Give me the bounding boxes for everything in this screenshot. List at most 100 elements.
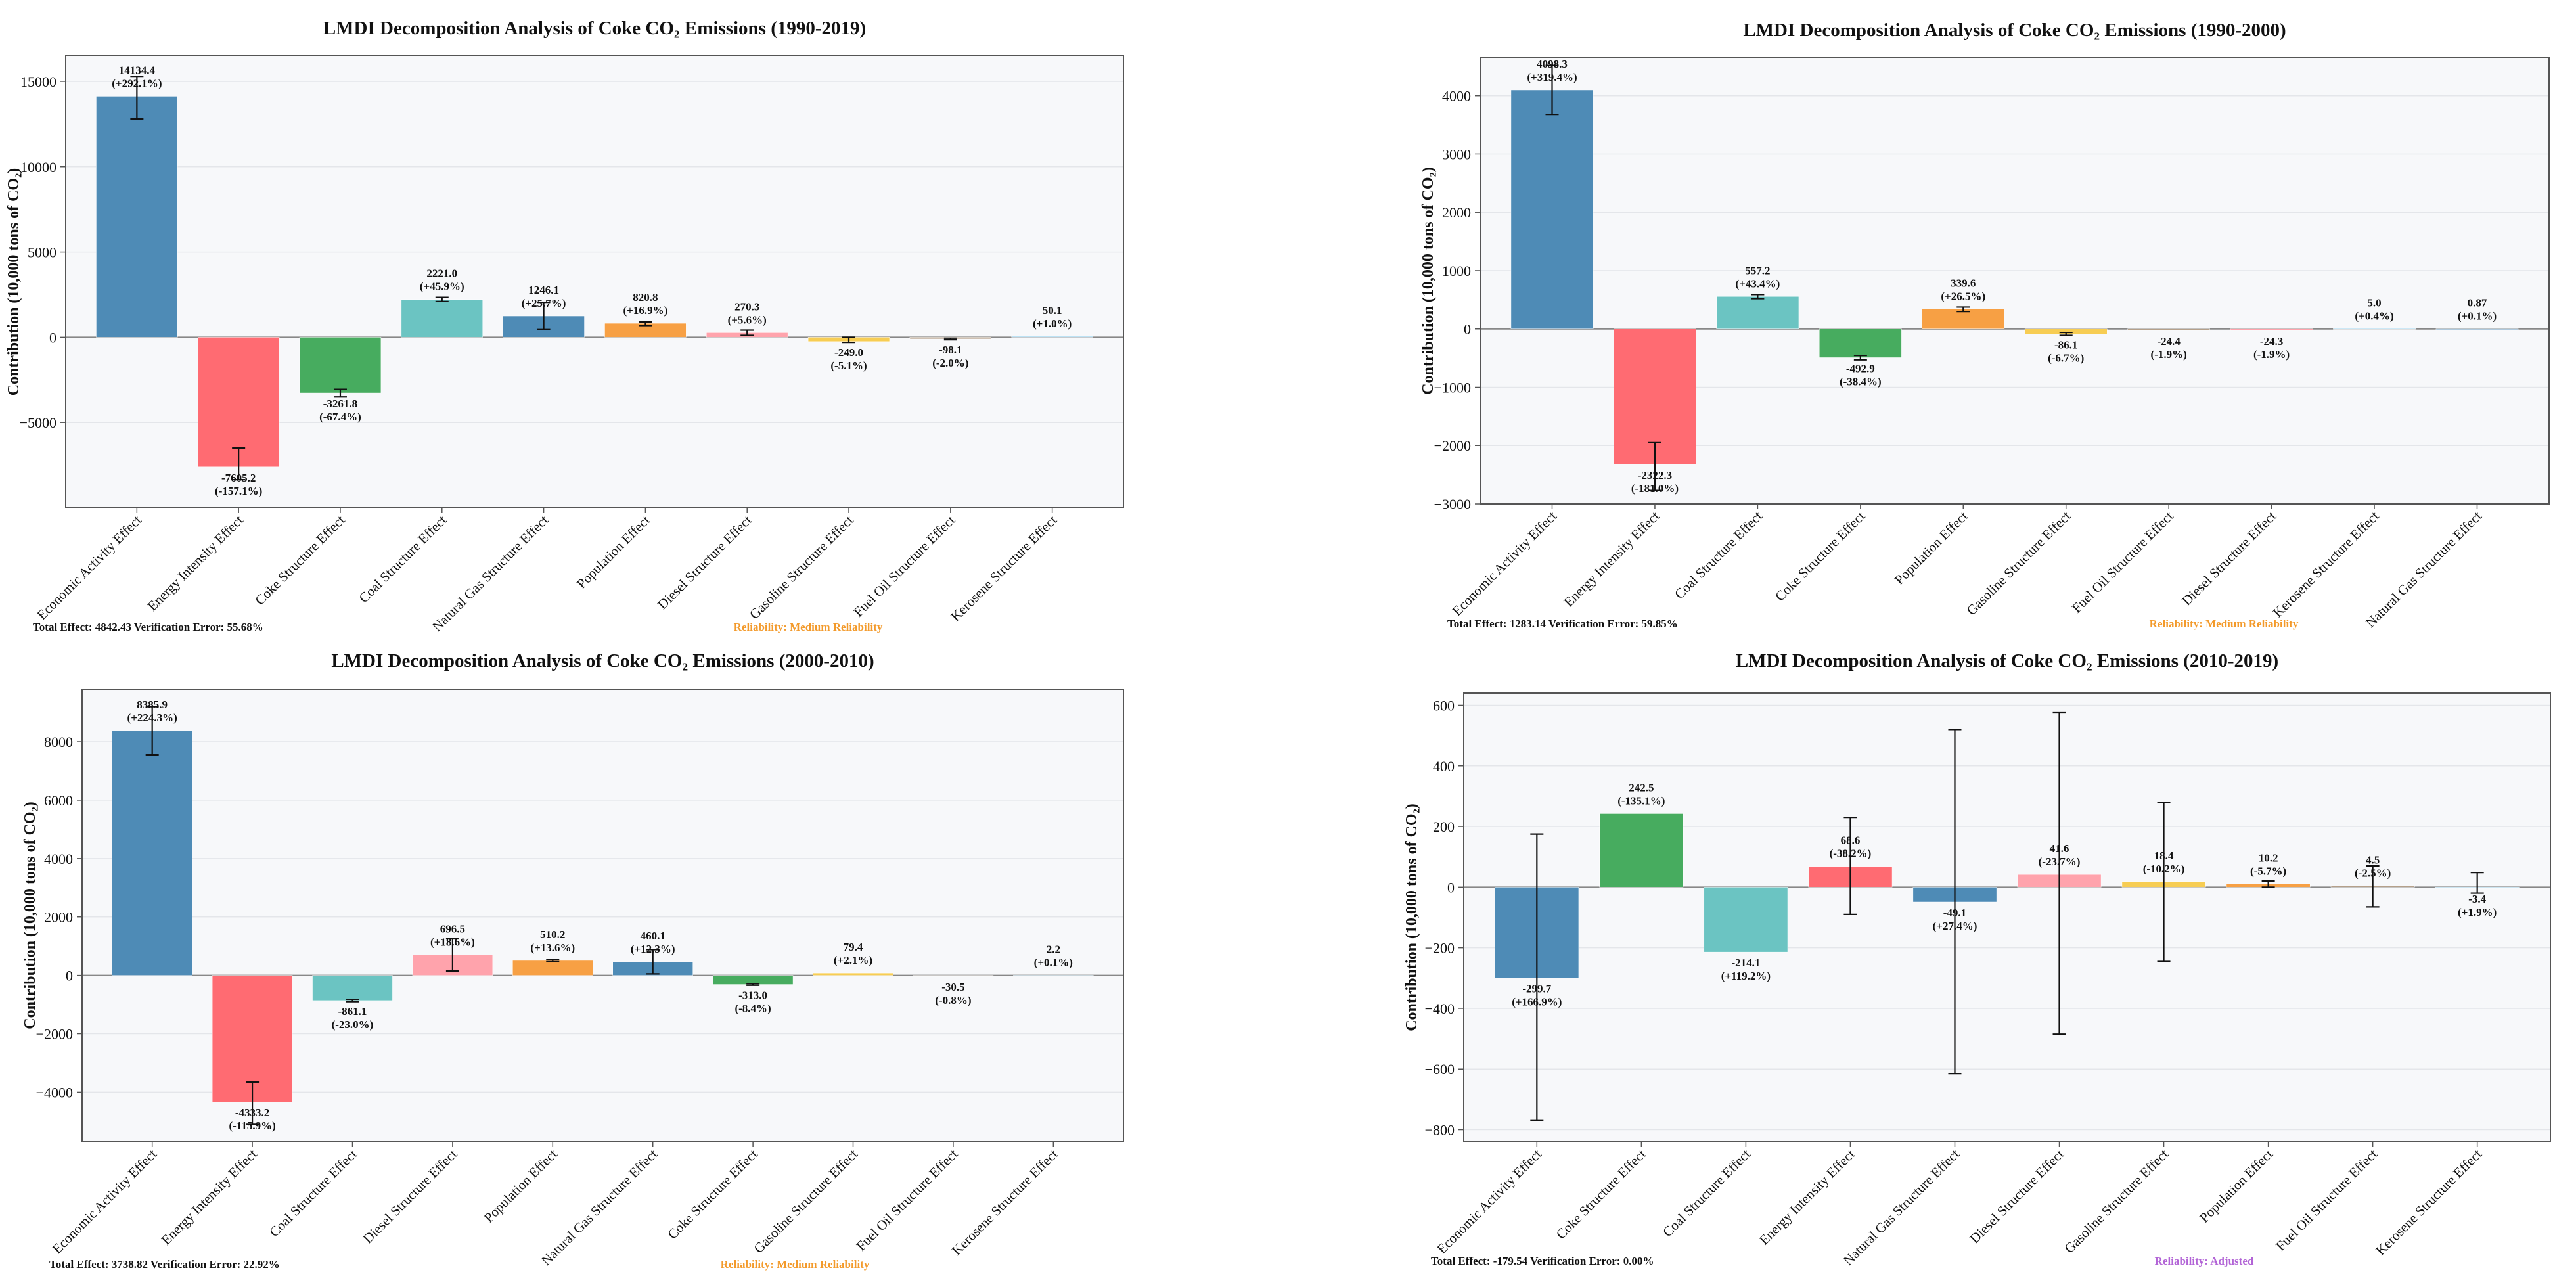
bar-value-label: 50.1 <box>1043 304 1062 317</box>
bar-percent-label: (-1.9%) <box>2253 348 2290 361</box>
bar-percent-label: (+0.1%) <box>2458 310 2497 323</box>
bar-percent-label: (+2.1%) <box>834 954 872 966</box>
bar-percent-label: (-2.5%) <box>2355 867 2391 879</box>
x-tick-label: Population Effect <box>574 512 653 591</box>
x-tick-label: Fuel Oil Structure Effect <box>853 1146 961 1253</box>
chart-panel-4: −800 −600 −400 −200 0 200 400 600 -299.7(+166.9%… <box>1403 650 2551 1269</box>
bar-percent-label: (-115.9%) <box>229 1119 275 1132</box>
bar-kerosene-structure-effect <box>1011 336 1093 338</box>
bar-coal-structure-effect <box>1716 296 1799 329</box>
y-tick-label: 600 <box>1433 697 1455 713</box>
footer-reliability: Reliability: Adjusted <box>2155 1255 2254 1267</box>
bar-percent-label: (+1.9%) <box>2458 906 2497 918</box>
y-tick-label: 2000 <box>1442 204 1471 221</box>
x-tick-label: Economic Activity Effect <box>1449 508 1560 619</box>
x-tick-label: Economic Activity Effect <box>1434 1146 1545 1257</box>
bar-coke-structure-effect <box>299 337 382 394</box>
bar-coke-structure-effect <box>1599 813 1684 888</box>
y-tick-label: 15000 <box>20 74 56 90</box>
x-tick-label: Coke Structure Effect <box>1553 1146 1649 1242</box>
bar-energy-intensity-effect <box>1614 328 1696 465</box>
footer-reliability: Reliability: Medium Reliability <box>721 1258 870 1271</box>
bar-value-label: 5.0 <box>2367 296 2381 309</box>
bar-value-label: -98.1 <box>939 344 962 356</box>
chart-title: LMDI Decomposition Analysis of Coke CO₂ … <box>331 650 874 671</box>
bar-value-label: -24.4 <box>2157 335 2181 348</box>
x-tick-label: Coal Structure Effect <box>266 1146 360 1240</box>
bar-percent-label: (+166.9%) <box>1512 996 1562 1008</box>
y-axis-label: Contribution (10,000 tons of CO₂) <box>1420 167 1437 395</box>
x-tick-label: Kerosene Structure Effect <box>2270 508 2382 620</box>
y-tick-label: 4000 <box>44 851 73 867</box>
x-tick-label: Kerosene Structure Effect <box>947 512 1060 624</box>
chart-title: LMDI Decomposition Analysis of Coke CO₂ … <box>323 18 866 39</box>
y-tick-label: 0 <box>49 329 56 346</box>
footer-reliability: Reliability: Medium Reliability <box>2150 618 2299 630</box>
bar-value-label: 820.8 <box>633 291 658 304</box>
bar-percent-label: (+1.0%) <box>1033 317 1072 330</box>
bar-value-label: 2.2 <box>1047 943 1060 956</box>
bar-percent-label: (+13.6%) <box>530 941 575 954</box>
bar-value-label: 10.2 <box>2259 852 2278 865</box>
bar-percent-label: (-135.1%) <box>1617 794 1665 807</box>
y-tick-label: 3000 <box>1442 146 1471 162</box>
bar-value-label: -3.4 <box>2468 893 2486 905</box>
x-tick-label: Population Effect <box>1891 508 1971 587</box>
bar-value-label: 557.2 <box>1745 264 1770 277</box>
bar-percent-label: (-2.0%) <box>932 357 968 369</box>
bar-gasoline-structure-effect <box>813 972 893 976</box>
y-tick-label: 4000 <box>1442 88 1471 104</box>
y-axis-label: Contribution (10,000 tons of CO₂) <box>5 168 22 396</box>
bar-percent-label: (-38.2%) <box>1830 847 1872 860</box>
bar-kerosene-structure-effect <box>2333 328 2416 330</box>
bar-percent-label: (-157.1%) <box>215 485 262 497</box>
bar-percent-label: (-38.4%) <box>1840 375 1882 388</box>
y-tick-label: −800 <box>1425 1122 1455 1139</box>
chart-title: LMDI Decomposition Analysis of Coke CO₂ … <box>1736 650 2278 671</box>
bar-value-label: -492.9 <box>1846 362 1875 374</box>
y-tick-label: 0 <box>1447 879 1455 895</box>
bar-percent-label: (+12.3%) <box>631 943 675 955</box>
x-tick-label: Economic Activity Effect <box>49 1146 160 1257</box>
bar-population-effect <box>1922 309 2005 329</box>
bar-economic-activity-effect <box>112 730 192 976</box>
bar-percent-label: (-5.7%) <box>2250 865 2286 878</box>
bar-value-label: -4333.2 <box>235 1106 269 1119</box>
bar-energy-intensity-effect <box>198 337 280 468</box>
y-tick-label: 5000 <box>28 244 56 261</box>
x-tick-label: Fuel Oil Structure Effect <box>2272 1146 2380 1253</box>
y-axis-label: Contribution (10,000 tons of CO₂) <box>1403 803 1420 1031</box>
y-tick-label: −600 <box>1425 1061 1455 1077</box>
chart-panel-3: −4000 −2000 0 2000 4000 6000 8000 8385.9(+224.3… <box>22 650 1124 1271</box>
bar-value-label: 41.6 <box>2050 842 2069 855</box>
bar-economic-activity-effect <box>1510 89 1594 329</box>
x-tick-label: Gasoline Structure Effect <box>746 512 857 622</box>
bar-value-label: 696.5 <box>440 923 465 936</box>
bar-percent-label: (+43.4%) <box>1736 277 1780 290</box>
bar-value-label: 460.1 <box>641 930 666 942</box>
x-tick-label: Diesel Structure Effect <box>654 512 755 612</box>
axes-frame <box>81 689 1124 1142</box>
x-tick-label: Diesel Structure Effect <box>2179 508 2279 608</box>
x-tick-label: Diesel Structure Effect <box>360 1146 461 1246</box>
bar-percent-label: (+319.4%) <box>1527 71 1577 83</box>
footer-reliability: Reliability: Medium Reliability <box>734 621 883 633</box>
y-tick-label: −200 <box>1425 940 1455 957</box>
x-tick-label: Natural Gas Structure Effect <box>1840 1146 1962 1268</box>
x-tick-label: Kerosene Structure Effect <box>2372 1146 2485 1258</box>
bar-percent-label: (-8.4%) <box>734 1003 771 1015</box>
y-tick-label: −2000 <box>1434 438 1471 454</box>
bar-value-label: -86.1 <box>2054 338 2077 351</box>
x-tick-label: Population Effect <box>2196 1146 2276 1225</box>
x-tick-label: Coke Structure Effect <box>1772 508 1868 604</box>
x-tick-label: Natural Gas Structure Effect <box>429 512 551 634</box>
x-tick-label: Gasoline Structure Effect <box>750 1146 861 1256</box>
bar-percent-label: (-23.0%) <box>332 1018 374 1031</box>
axes-frame <box>65 55 1124 508</box>
bar-value-label: 0.87 <box>2468 297 2487 309</box>
bar-percent-label: (-67.4%) <box>319 411 361 423</box>
x-tick-label: Natural Gas Structure Effect <box>538 1146 660 1268</box>
axes-frame <box>1480 57 2550 505</box>
bar-fuel-oil-structure-effect <box>2127 328 2210 331</box>
